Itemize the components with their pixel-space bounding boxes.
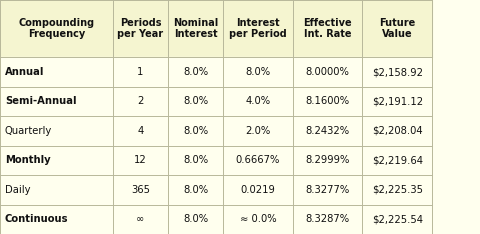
Bar (0, 0, 432, 57)
Text: 8.1600%: 8.1600% (306, 96, 349, 106)
Text: Nominal
Interest: Nominal Interest (173, 18, 218, 40)
Text: $2,158.92: $2,158.92 (372, 67, 423, 77)
Text: 365: 365 (131, 185, 150, 195)
Bar (0, 146, 432, 175)
Text: 8.0000%: 8.0000% (306, 67, 349, 77)
Text: ≈ 0.0%: ≈ 0.0% (240, 214, 276, 224)
Bar (0, 87, 432, 116)
Text: 8.3287%: 8.3287% (306, 214, 349, 224)
Text: 8.0%: 8.0% (183, 185, 208, 195)
Text: Effective
Int. Rate: Effective Int. Rate (303, 18, 352, 40)
Text: 2.0%: 2.0% (245, 126, 271, 136)
Text: Monthly: Monthly (5, 155, 50, 165)
Bar (0, 175, 432, 205)
Text: $2,225.54: $2,225.54 (372, 214, 423, 224)
Text: 8.0%: 8.0% (245, 67, 271, 77)
Bar (0, 116, 432, 146)
Text: Continuous: Continuous (5, 214, 68, 224)
Text: Compounding
Frequency: Compounding Frequency (18, 18, 95, 40)
Text: 12: 12 (134, 155, 147, 165)
Text: $2,219.64: $2,219.64 (372, 155, 423, 165)
Text: 0.0219: 0.0219 (240, 185, 276, 195)
Text: 0.6667%: 0.6667% (236, 155, 280, 165)
Text: Daily: Daily (5, 185, 30, 195)
Text: Quarterly: Quarterly (5, 126, 52, 136)
Text: 1: 1 (137, 67, 144, 77)
Bar (0, 57, 432, 87)
Text: 2: 2 (137, 96, 144, 106)
Text: 8.0%: 8.0% (183, 96, 208, 106)
Text: 8.0%: 8.0% (183, 126, 208, 136)
Text: Semi-Annual: Semi-Annual (5, 96, 76, 106)
Text: Interest
per Period: Interest per Period (229, 18, 287, 40)
Bar (0, 205, 432, 234)
Text: Future
Value: Future Value (379, 18, 415, 40)
Text: 8.2999%: 8.2999% (305, 155, 350, 165)
Text: 8.0%: 8.0% (183, 67, 208, 77)
Text: 4: 4 (137, 126, 144, 136)
Text: Annual: Annual (5, 67, 44, 77)
Text: $2,208.04: $2,208.04 (372, 126, 422, 136)
Text: 8.2432%: 8.2432% (306, 126, 349, 136)
Text: 8.0%: 8.0% (183, 155, 208, 165)
Text: $2,191.12: $2,191.12 (372, 96, 423, 106)
Text: 4.0%: 4.0% (245, 96, 271, 106)
Text: $2,225.35: $2,225.35 (372, 185, 423, 195)
Text: ∞: ∞ (136, 214, 144, 224)
Text: Periods
per Year: Periods per Year (117, 18, 164, 40)
Text: 8.0%: 8.0% (183, 214, 208, 224)
Text: 8.3277%: 8.3277% (305, 185, 350, 195)
